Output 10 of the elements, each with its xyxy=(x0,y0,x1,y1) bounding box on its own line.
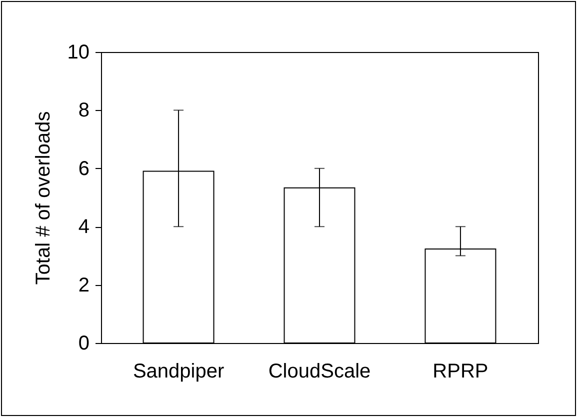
y-tick-label: 6 xyxy=(78,158,90,180)
y-tick-label: 4 xyxy=(78,216,90,238)
x-tick-label: CloudScale xyxy=(268,360,371,382)
x-tick-label: RPRP xyxy=(432,360,488,382)
y-tick-label: 8 xyxy=(78,100,90,122)
x-tick-label: Sandpiper xyxy=(132,360,224,382)
y-tick-label: 10 xyxy=(67,42,90,64)
y-tick-label: 0 xyxy=(78,332,90,354)
y-axis-title: Total # of overloads xyxy=(32,111,54,285)
y-tick-label: 2 xyxy=(78,274,90,296)
